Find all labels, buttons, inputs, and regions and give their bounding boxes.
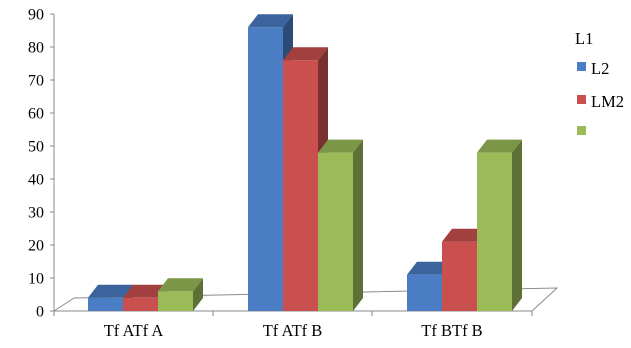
legend-swatch-lm2	[577, 95, 586, 104]
bar-top-face	[123, 284, 168, 298]
legend-swatch-series-3	[577, 126, 586, 135]
bar-front-face	[283, 60, 318, 312]
bar-front-face	[248, 27, 283, 311]
bar-front-face	[318, 152, 353, 311]
y-tick-label-10: 10	[28, 271, 44, 288]
y-tick-label-80: 80	[28, 40, 44, 57]
x-tick-label-tf-atf-b: Tf ATf B	[263, 321, 323, 340]
series-3-bar-tf-btf-b	[477, 139, 522, 311]
legend-label-lm2: LM2	[591, 92, 624, 111]
bar-front-face	[88, 297, 123, 311]
y-tick-labels: 0 10 20 30 40 50 60 70 80 90	[28, 7, 54, 321]
x-tick-label-tf-btf-b: Tf BTf B	[421, 321, 482, 340]
y-tick-label-50: 50	[28, 139, 44, 156]
y-tick-label-30: 30	[28, 205, 44, 222]
bar-front-face	[407, 274, 442, 311]
bar-top-face	[88, 284, 133, 298]
bar-side-face	[512, 139, 522, 311]
bar-side-face	[353, 139, 363, 311]
x-tick-label-tf-atf-a: Tf ATf A	[104, 321, 164, 340]
bar-front-face	[442, 241, 477, 311]
bar-top-face	[442, 228, 487, 242]
bar-top-face	[158, 278, 203, 292]
y-tick-label-40: 40	[28, 172, 44, 189]
x-tick-labels: Tf ATf A Tf ATf B Tf BTf B	[53, 311, 533, 340]
bar-top-face	[477, 139, 522, 153]
bar-side-face	[193, 278, 203, 311]
bars	[88, 14, 522, 312]
bar-top-face	[318, 139, 363, 153]
bar-top-face	[407, 261, 452, 275]
bar-top-face	[248, 14, 293, 28]
y-tick-label-60: 60	[28, 106, 44, 123]
legend: L1 L2 LM2	[575, 29, 624, 135]
legend-title: L1	[575, 29, 593, 48]
y-tick-label-70: 70	[28, 73, 44, 90]
bar-front-face	[158, 291, 193, 311]
series-3-bar-tf-atf-a	[158, 278, 203, 311]
legend-swatch-l2	[577, 62, 586, 71]
bar-front-face	[477, 152, 512, 311]
bar-front-face	[123, 297, 158, 311]
y-tick-label-0: 0	[36, 304, 44, 321]
y-tick-label-90: 90	[28, 7, 44, 24]
legend-label-l2: L2	[591, 59, 609, 78]
y-tick-label-20: 20	[28, 238, 44, 255]
bar-top-face	[283, 47, 328, 61]
series-3-bar-tf-atf-b	[318, 139, 363, 311]
